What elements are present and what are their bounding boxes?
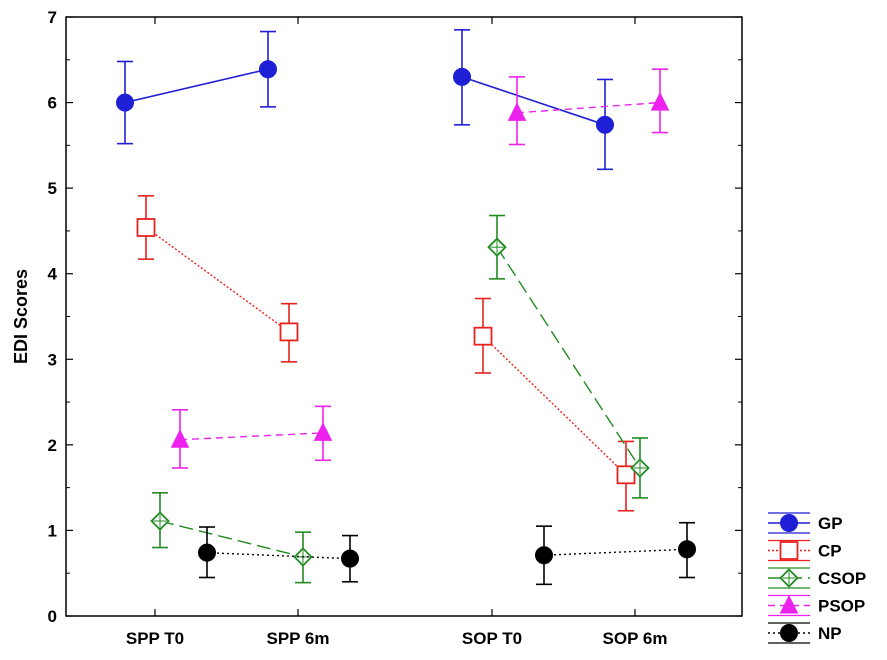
y-tick-label: 1 bbox=[48, 521, 57, 540]
point-gp-2 bbox=[453, 67, 471, 86]
legend-item-psop: PSOP bbox=[768, 594, 865, 617]
marker-square-outline bbox=[136, 218, 156, 237]
point-psop-3 bbox=[650, 91, 670, 111]
point-cp-1 bbox=[279, 322, 299, 342]
x-tick-label: SPP T0 bbox=[126, 629, 184, 648]
series-group bbox=[116, 29, 696, 586]
point-psop-0 bbox=[170, 429, 190, 448]
point-gp-3 bbox=[596, 115, 614, 134]
marker-square-outline bbox=[473, 326, 493, 346]
point-cp-2 bbox=[473, 326, 493, 346]
legend-label-psop: PSOP bbox=[818, 597, 865, 616]
series-line-psop bbox=[179, 432, 324, 441]
marker-open-square bbox=[779, 541, 799, 560]
legend-item-gp: GP bbox=[768, 512, 843, 534]
series-line-np bbox=[543, 548, 688, 556]
marker-square-outline bbox=[779, 541, 799, 560]
axes: 0 1 2 3 4 5 6 7 SPP T0 SPP 6m SOP T0 SOP 6m EDI Scor… bbox=[11, 8, 743, 648]
series-line-cp bbox=[145, 226, 290, 333]
legend-label-np: NP bbox=[818, 624, 842, 643]
series-csop bbox=[150, 214, 650, 584]
point-csop-0 bbox=[150, 511, 170, 531]
point-np-0 bbox=[198, 543, 216, 562]
series-line-cp bbox=[482, 335, 627, 476]
legend-label-gp: GP bbox=[818, 514, 843, 533]
marker-square-outline bbox=[616, 465, 636, 485]
series-line-psop bbox=[516, 101, 661, 114]
point-gp-0 bbox=[116, 93, 134, 112]
series-line-gp bbox=[124, 68, 269, 104]
point-gp-1 bbox=[259, 60, 277, 79]
y-tick-label: 7 bbox=[48, 8, 57, 27]
y-tick-label: 3 bbox=[48, 350, 57, 369]
series-line-csop bbox=[496, 246, 641, 469]
legend-item-csop: CSOP bbox=[768, 567, 866, 589]
marker-open-diamond bbox=[779, 568, 799, 588]
series-line-csop bbox=[159, 520, 304, 558]
series-psop bbox=[170, 68, 670, 469]
legend-label-csop: CSOP bbox=[818, 569, 866, 588]
y-tick-label: 0 bbox=[48, 607, 57, 626]
point-psop-2 bbox=[507, 102, 527, 121]
point-csop-3 bbox=[630, 458, 650, 478]
legend: GP CP CSOP PSOP NP bbox=[768, 512, 866, 644]
marker-filled-circle bbox=[780, 624, 798, 642]
point-np-3 bbox=[678, 540, 696, 559]
x-tick-label: SOP 6m bbox=[603, 629, 668, 648]
series-cp bbox=[136, 195, 636, 512]
series-line-np bbox=[206, 551, 351, 560]
series-line-gp bbox=[461, 76, 606, 126]
y-tick-label: 4 bbox=[48, 265, 58, 284]
point-cp-3 bbox=[616, 465, 636, 485]
x-tick-label: SOP T0 bbox=[462, 629, 522, 648]
x-tick-label: SPP 6m bbox=[266, 629, 329, 648]
point-csop-2 bbox=[487, 237, 507, 257]
y-tick-label: 2 bbox=[48, 436, 57, 455]
point-np-1 bbox=[341, 549, 359, 568]
y-tick-label: 6 bbox=[48, 94, 57, 113]
plot-frame bbox=[65, 16, 743, 617]
point-psop-1 bbox=[313, 422, 333, 441]
marker-filled-circle bbox=[780, 514, 798, 532]
series-np bbox=[198, 521, 696, 586]
marker-square-outline bbox=[279, 322, 299, 342]
y-axis-title: EDI Scores bbox=[11, 269, 31, 364]
marker-filled-triangle bbox=[779, 594, 799, 614]
point-cp-0 bbox=[136, 218, 156, 237]
y-tick-label: 5 bbox=[48, 179, 57, 198]
series-gp bbox=[116, 29, 614, 171]
legend-item-cp: CP bbox=[768, 539, 842, 562]
legend-item-np: NP bbox=[768, 622, 842, 644]
point-np-2 bbox=[535, 546, 553, 565]
legend-label-cp: CP bbox=[818, 542, 842, 561]
